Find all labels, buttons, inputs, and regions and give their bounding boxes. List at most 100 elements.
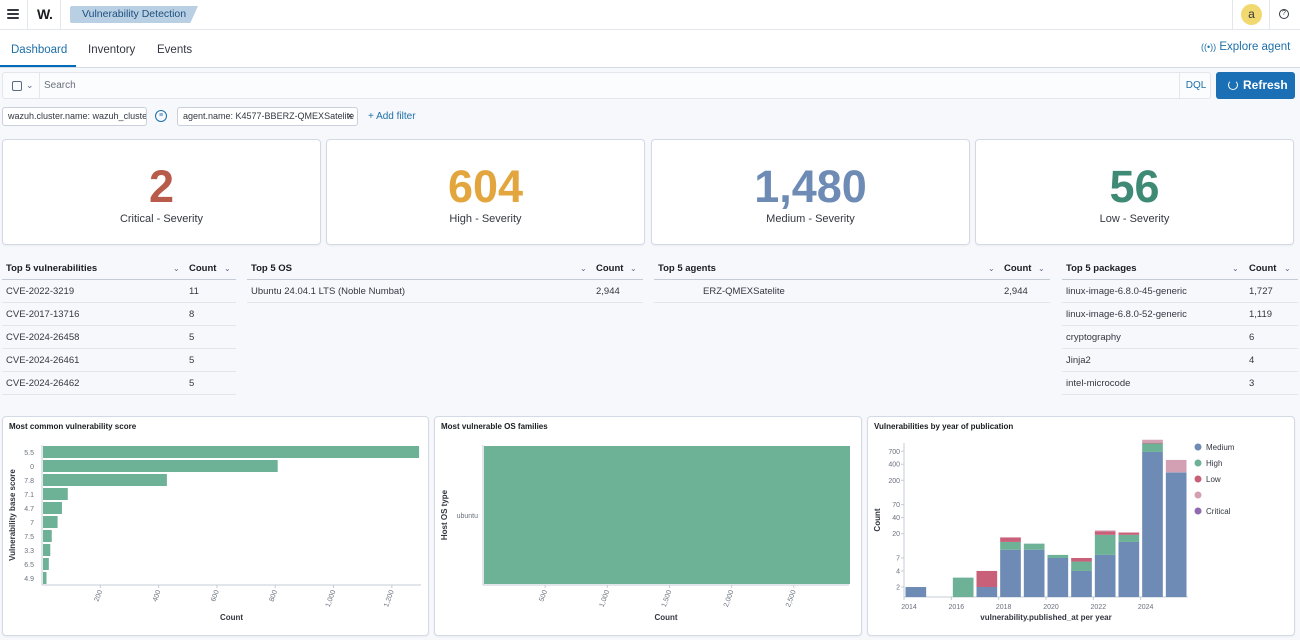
chevron-down-icon[interactable]: ⌄: [988, 264, 995, 273]
cell-count: 5: [189, 355, 195, 366]
stat-card-medium: 1,480 Medium - Severity: [651, 139, 970, 245]
x-tick-label: 2020: [1043, 604, 1059, 611]
bar-segment: [905, 587, 927, 597]
panel-title: Vulnerabilities by year of publication: [874, 422, 1014, 431]
y-tick-label: 200: [888, 478, 900, 485]
cell-count: 8: [189, 309, 195, 320]
bar-segment: [1142, 443, 1163, 452]
cell-count: 4: [1249, 355, 1255, 366]
bar: [43, 516, 58, 528]
column-header-name[interactable]: Top 5 OS: [251, 263, 292, 274]
active-tab-indicator: [0, 65, 76, 67]
column-header-count[interactable]: Count: [1004, 263, 1032, 274]
filter-pill-agent[interactable]: agent.name: K4577-BBERZ-QMEXSatelite ×: [177, 107, 358, 126]
column-header-count[interactable]: Count: [596, 263, 624, 274]
filter-pill-cluster[interactable]: wazuh.cluster.name: wazuh_cluster: [2, 107, 147, 126]
bar-segment: [976, 587, 998, 597]
table-header: Top 5 OS ⌄ Count ⌄: [247, 256, 643, 280]
chevron-down-icon[interactable]: ⌄: [1284, 264, 1291, 273]
x-tick-label: 600: [210, 589, 221, 602]
y-tick-label: 6.5: [24, 562, 34, 569]
chevron-down-icon[interactable]: ⌄: [1038, 264, 1045, 273]
top-packages-table: Top 5 packages ⌄ Count ⌄ linux-image-6.8…: [1062, 256, 1298, 395]
refresh-label: Refresh: [1243, 78, 1288, 92]
tab-dashboard[interactable]: Dashboard: [11, 44, 68, 56]
bar: [484, 446, 850, 584]
chevron-down-icon[interactable]: ⌄: [224, 264, 231, 273]
column-header-name[interactable]: Top 5 vulnerabilities: [6, 263, 98, 274]
query-language-button[interactable]: DQL: [1179, 73, 1212, 98]
table-row: ERZ-QMEXSatelite 2,944: [654, 280, 1050, 303]
table-header: Top 5 vulnerabilities ⌄ Count ⌄: [2, 256, 236, 280]
x-tick-label: 2024: [1138, 604, 1154, 611]
x-tick-label: 2016: [949, 604, 965, 611]
close-icon[interactable]: ×: [347, 111, 353, 122]
legend-swatch: [1194, 491, 1202, 499]
add-filter-link[interactable]: + Add filter: [368, 111, 416, 122]
bar-segment: [976, 570, 998, 588]
table-row: CVE-2022-3219 11: [2, 280, 236, 303]
bar-segment: [1000, 537, 1021, 542]
bar-segment: [1023, 549, 1045, 597]
column-header-count[interactable]: Count: [189, 263, 217, 274]
chevron-down-icon[interactable]: ⌄: [580, 264, 587, 273]
chevron-down-icon[interactable]: ⌄: [1232, 264, 1239, 273]
breadcrumb[interactable]: Vulnerability Detection: [70, 6, 198, 23]
cell-count: 2,944: [596, 286, 620, 297]
panel-title: Most common vulnerability score: [9, 422, 137, 431]
table-header: Top 5 packages ⌄ Count ⌄: [1062, 256, 1298, 280]
legend-swatch: [1194, 475, 1202, 483]
vulnerabilities-by-year-panel: Vulnerabilities by year of publication 2…: [867, 416, 1295, 636]
vulnerabilities-by-year-chart: 2 4 7 20 40 70 200 400 700 2014 2016 2018 2020 2022 20…: [873, 439, 1235, 622]
y-tick-label: 7.1: [24, 492, 34, 499]
y-axis-title: Count: [873, 508, 882, 531]
refresh-icon: [1228, 80, 1238, 90]
x-tick-label: 1,500: [661, 589, 674, 608]
y-tick-label: 7.5: [24, 534, 34, 541]
column-header-name[interactable]: Top 5 packages: [1066, 263, 1137, 274]
tab-events[interactable]: Events: [157, 44, 193, 56]
bar-segment: [1094, 554, 1116, 597]
bar-segment: [952, 577, 974, 597]
x-tick-label: 2,500: [785, 589, 798, 608]
os-families-chart: ubuntu 500 1,000 1,500 2,000 2,500 Count Host O…: [440, 445, 850, 622]
divider: [1269, 0, 1270, 30]
bar-segment: [1047, 554, 1069, 558]
bar-segment: [1142, 439, 1163, 443]
y-tick-label: 2: [896, 585, 900, 592]
table-row: intel-microcode 3: [1062, 372, 1298, 395]
explore-agent-button[interactable]: ((•)) Explore agent: [1201, 41, 1290, 53]
stat-label: High - Severity: [449, 213, 522, 225]
menu-icon[interactable]: [7, 9, 19, 19]
chevron-down-icon[interactable]: ⌄: [173, 264, 180, 273]
os-families-panel: Most vulnerable OS families ubuntu 500 1,0…: [434, 416, 862, 636]
x-axis-title: Count: [220, 613, 243, 622]
column-header-count[interactable]: Count: [1249, 263, 1277, 274]
saved-queries-button[interactable]: ⌄: [3, 73, 40, 98]
bar-segment: [1094, 534, 1116, 555]
bar: [43, 530, 52, 542]
table-row: linux-image-6.8.0-52-generic 1,119: [1062, 303, 1298, 326]
help-icon[interactable]: ?: [1279, 9, 1289, 19]
refresh-button[interactable]: Refresh: [1216, 72, 1295, 99]
chevron-down-icon[interactable]: ⌄: [630, 264, 637, 273]
tab-inventory[interactable]: Inventory: [88, 44, 136, 56]
bar-segment: [1071, 570, 1092, 597]
column-header-name[interactable]: Top 5 agents: [658, 263, 716, 274]
signal-icon: ((•)): [1201, 42, 1217, 52]
search-input[interactable]: ⌄ Search DQL: [2, 72, 1211, 99]
x-tick-label: 1,000: [599, 589, 612, 608]
cell-name: linux-image-6.8.0-45-generic: [1066, 286, 1187, 297]
y-tick-label: 5.5: [24, 450, 34, 457]
cell-name: linux-image-6.8.0-52-generic: [1066, 309, 1187, 320]
filter-options-icon[interactable]: ≡: [155, 110, 167, 122]
wazuh-logo[interactable]: W.: [37, 6, 53, 22]
stat-value: 2: [148, 161, 175, 212]
cell-count: 5: [189, 332, 195, 343]
y-tick-label: 4.7: [24, 506, 34, 513]
x-axis-title: Count: [654, 613, 677, 622]
avatar[interactable]: a: [1241, 4, 1262, 25]
cell-name: CVE-2024-26458: [6, 332, 80, 343]
filter-pill-label: agent.name: K4577-BBERZ-QMEXSatelite: [183, 111, 355, 121]
stat-card-critical: 2 Critical - Severity: [2, 139, 321, 245]
